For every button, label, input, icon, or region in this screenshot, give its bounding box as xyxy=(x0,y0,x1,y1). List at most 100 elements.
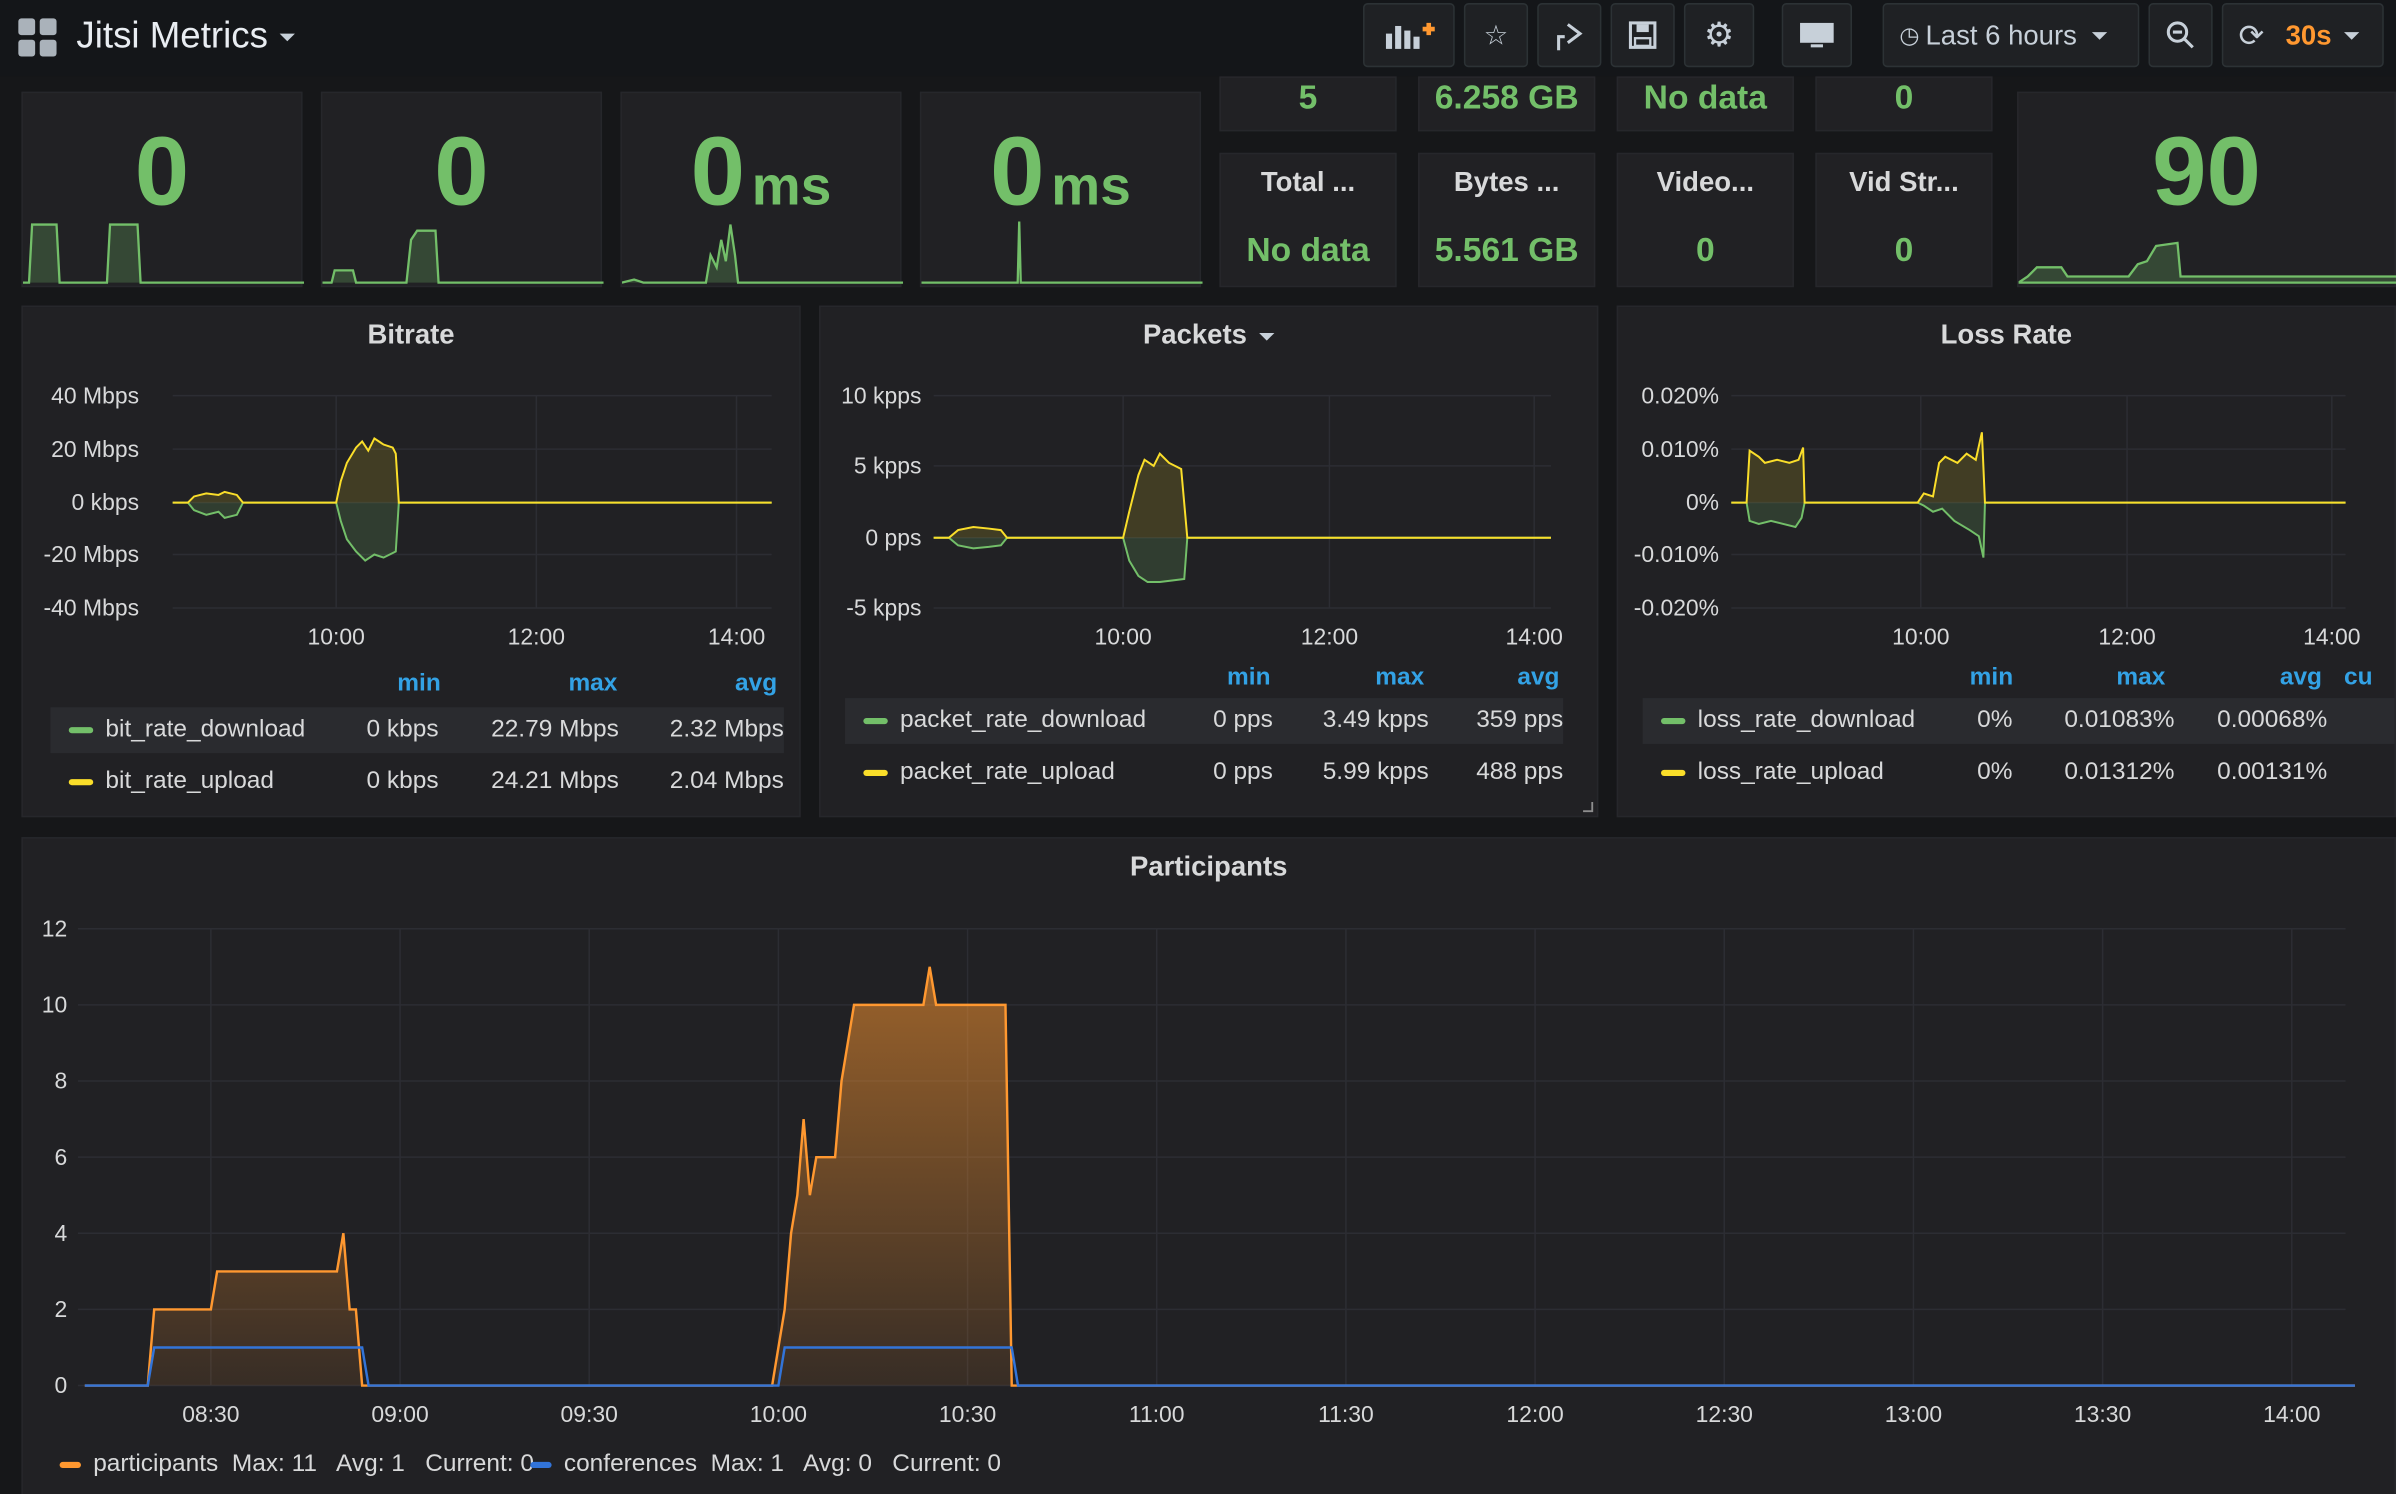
legend-swatch xyxy=(863,717,888,724)
legend-header-current: cu xyxy=(2344,664,2373,691)
x-tick: 14:00 xyxy=(708,624,765,650)
bitrate-panel[interactable]: Bitrate 40 Mbps 20 Mbps 0 kbps -20 Mbps … xyxy=(21,305,801,818)
add-panel-button[interactable] xyxy=(1363,3,1455,68)
legend-row-upload[interactable]: bit_rate_upload 0 kbps 24.21 Mbps 2.04 M… xyxy=(50,759,784,805)
settings-button[interactable]: ⚙ xyxy=(1683,3,1755,68)
panel-title: Participants xyxy=(1129,850,1288,882)
stat-value: 0 xyxy=(134,116,190,227)
legend-series-name: bit_rate_upload xyxy=(68,759,274,805)
series-line-download xyxy=(172,501,772,562)
legend-header-avg: avg xyxy=(1517,664,1560,691)
legend-swatch xyxy=(68,778,94,785)
stat-sparkline xyxy=(921,221,1203,284)
x-tick: 10:00 xyxy=(750,1401,807,1427)
y-tick: 0.020% xyxy=(1641,382,1719,408)
refresh-picker[interactable]: ⟳ 30s xyxy=(2221,3,2384,68)
stat-unit: ms xyxy=(1051,154,1131,217)
legend-row-download[interactable]: bit_rate_download 0 kbps 22.79 Mbps 2.32… xyxy=(50,707,784,754)
stat-panel-1[interactable]: 0 xyxy=(21,91,305,288)
legend-min: 0 pps xyxy=(1213,707,1273,734)
legend-item-conferences[interactable]: conferences Max: 1 Avg: 0 Current: 0 xyxy=(530,1451,1001,1478)
series-line-conferences xyxy=(84,1346,2355,1387)
y-tick: 0% xyxy=(1686,489,1719,515)
participants-panel[interactable]: Participants 0 2 4 6 8 10 12 08:30 09:00 09:30 10… xyxy=(21,837,2396,1494)
stat-panel-cut-1[interactable]: 5 xyxy=(1219,76,1397,132)
legend-swatch xyxy=(1661,769,1686,776)
legend-avg: 2.04 Mbps xyxy=(669,768,784,795)
y-tick: -0.020% xyxy=(1634,595,1719,621)
resize-handle-icon[interactable] xyxy=(1582,800,1594,813)
y-tick: 0 xyxy=(54,1372,67,1398)
stat-panel-cut-2[interactable]: 6.258 GB xyxy=(1418,76,1596,132)
stat-panel-4[interactable]: 0 ms xyxy=(919,91,1203,288)
add-panel-icon xyxy=(1385,22,1435,49)
stat-panel-total[interactable]: Total ... No data xyxy=(1219,152,1397,288)
chevron-down-icon xyxy=(2343,31,2360,39)
star-button[interactable]: ☆ xyxy=(1463,3,1529,68)
legend-avg: 0.00068% xyxy=(2217,707,2328,734)
share-button[interactable] xyxy=(1537,3,1602,68)
stat-label: Video... xyxy=(1656,166,1754,198)
legend-row-upload[interactable]: packet_rate_upload 0 pps 5.99 kpps 488 p… xyxy=(845,750,1563,796)
y-tick: 10 kpps xyxy=(841,382,921,408)
tv-mode-button[interactable] xyxy=(1781,3,1853,68)
x-tick: 12:00 xyxy=(1301,624,1358,650)
x-tick: 10:30 xyxy=(939,1401,996,1427)
stat-panel-video[interactable]: Video... 0 xyxy=(1616,152,1794,288)
legend-swatch xyxy=(863,769,888,776)
packets-panel[interactable]: Packets 10 kpps 5 kpps 0 pps -5 kpps 10:… xyxy=(819,305,1599,818)
stat-label: Total ... xyxy=(1260,166,1356,198)
legend-row-download[interactable]: packet_rate_download 0 pps 3.49 kpps 359… xyxy=(845,698,1564,744)
legend-row-upload[interactable]: loss_rate_upload 0% 0.01312% 0.00131% xyxy=(1643,750,2395,796)
legend-min: 0 pps xyxy=(1213,759,1273,786)
stat-panel-bytes[interactable]: Bytes ... 5.561 GB xyxy=(1418,152,1596,288)
save-button[interactable] xyxy=(1610,3,1675,68)
y-tick: 20 Mbps xyxy=(51,436,139,462)
legend-row-download[interactable]: loss_rate_download 0% 0.01083% 0.00068% xyxy=(1642,698,2395,744)
stat-panel-3[interactable]: 0 ms xyxy=(620,91,904,288)
x-tick: 14:00 xyxy=(1506,624,1563,650)
dashboard-title[interactable]: Jitsi Metrics xyxy=(76,15,296,58)
y-tick: 5 kpps xyxy=(854,453,922,479)
x-tick: 10:00 xyxy=(308,624,365,650)
panel-title[interactable]: Packets xyxy=(821,319,1597,351)
stat-panel-right[interactable]: 90 xyxy=(2017,91,2396,288)
stat-value: 90 xyxy=(2152,116,2261,227)
legend-avg: 488 pps xyxy=(1476,759,1564,786)
settings-icon: ⚙ xyxy=(1703,15,1735,54)
legend-series-name: loss_rate_upload xyxy=(1661,750,1884,796)
apps-icon[interactable] xyxy=(18,18,58,58)
x-tick: 09:30 xyxy=(561,1401,618,1427)
series-line-participants xyxy=(84,966,2355,1387)
chevron-down-icon xyxy=(1259,332,1275,341)
packets-graph: 10 kpps 5 kpps 0 pps -5 kpps 10:00 12:00… xyxy=(841,382,1563,650)
x-tick: 12:30 xyxy=(1696,1401,1753,1427)
legend-stats: Max: 1 Avg: 0 Current: 0 xyxy=(710,1451,1001,1478)
top-navbar: Jitsi Metrics ☆ ⚙ ◷ Last 6 hours ⟳ 30s xyxy=(0,0,2396,77)
legend-item-participants[interactable]: participants Max: 11 Avg: 1 Current: 0 xyxy=(59,1451,534,1478)
stat-panel-cut-4[interactable]: 0 xyxy=(1815,76,1993,132)
y-tick: 0 kbps xyxy=(72,489,140,515)
x-tick: 14:00 xyxy=(2263,1401,2320,1427)
clock-icon: ◷ xyxy=(1899,22,1920,49)
y-tick: -20 Mbps xyxy=(44,541,139,567)
stat-value-wrap: 0 ms xyxy=(921,115,1199,228)
x-tick: 13:30 xyxy=(2074,1401,2131,1427)
participants-graph: 0 2 4 6 8 10 12 08:30 09:00 09:30 10:00 10:30 11:00… xyxy=(42,915,2355,1427)
legend-header-min: min xyxy=(1969,664,2014,691)
y-tick: -40 Mbps xyxy=(44,595,139,621)
stat-panel-2[interactable]: 0 xyxy=(320,91,604,288)
time-range-picker[interactable]: ◷ Last 6 hours xyxy=(1882,3,2140,68)
zoom-out-button[interactable] xyxy=(2148,3,2213,68)
chevron-down-icon xyxy=(2092,31,2108,39)
legend-header-avg: avg xyxy=(2279,664,2323,691)
loss-rate-panel[interactable]: Loss Rate 0.020% 0.010% 0% -0.010% -0.02… xyxy=(1616,305,2396,818)
stat-value: No data xyxy=(1246,230,1370,269)
x-tick: 09:00 xyxy=(371,1401,428,1427)
x-tick: 10:00 xyxy=(1892,624,1949,650)
legend-header-min: min xyxy=(1227,664,1271,691)
stat-panel-cut-3[interactable]: No data xyxy=(1616,76,1794,132)
legend-series-name: loss_rate_download xyxy=(1661,698,1915,744)
bitrate-graph: 40 Mbps 20 Mbps 0 kbps -20 Mbps -40 Mbps… xyxy=(44,382,772,650)
stat-panel-vid-streams[interactable]: Vid Str... 0 xyxy=(1815,152,1993,288)
